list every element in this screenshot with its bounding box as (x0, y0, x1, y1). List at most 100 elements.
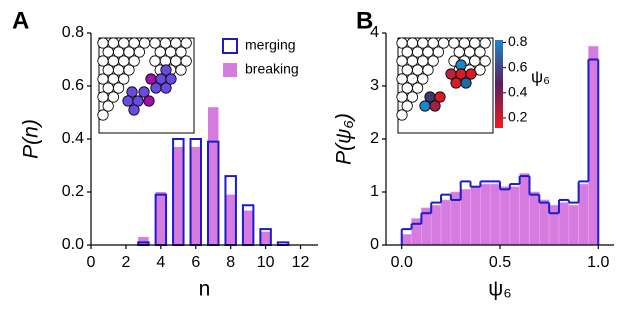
x-tick-label: 0.0 (391, 254, 413, 271)
highlight-particle (143, 95, 155, 107)
y-tick-label: 0.4 (62, 130, 84, 147)
highlight-particle (160, 64, 172, 76)
highlight-particle (450, 77, 462, 89)
particle (175, 46, 187, 58)
particle (113, 82, 125, 94)
y-tick-label: 0.2 (62, 183, 84, 200)
particle (107, 91, 120, 103)
hist-bar (499, 186, 511, 246)
hist-bar (440, 199, 452, 246)
hist-bar (539, 199, 550, 246)
highlight-particle (429, 100, 441, 112)
highlight-particle (419, 100, 431, 112)
legend-label: breaking (245, 61, 299, 77)
highlight-particle (160, 82, 172, 94)
bar (260, 231, 271, 245)
legend-swatch (222, 38, 238, 54)
highlight-particle (128, 104, 140, 116)
bar (225, 194, 236, 245)
highlight-particle (165, 73, 177, 85)
y-tick-label: 0 (370, 236, 379, 253)
hist-bar (578, 183, 589, 246)
hist-bar (568, 204, 579, 246)
highlight-particle (434, 91, 446, 103)
y-tick-label: 3 (370, 77, 379, 94)
hist-bar (411, 218, 422, 246)
particle (427, 55, 439, 67)
x-tick-label: 4 (156, 254, 165, 271)
x-tick-label: 0 (87, 254, 96, 271)
colorbar (495, 40, 503, 128)
y-tick-label: 2 (370, 130, 379, 147)
colorbar-label: ψ₆ (531, 67, 550, 86)
hist-bar (588, 45, 599, 246)
hist-bar (480, 183, 491, 246)
hist-bar (529, 191, 540, 246)
particle (406, 91, 418, 103)
particle (133, 46, 145, 58)
highlight-particle (138, 86, 150, 98)
particle (422, 64, 434, 76)
legend-label: merging (245, 37, 296, 53)
hist-bar (489, 183, 501, 246)
bar (207, 107, 219, 245)
particle (128, 55, 140, 67)
hist-bar (430, 204, 442, 246)
particle (97, 109, 109, 121)
particle (396, 109, 408, 121)
particle (180, 37, 192, 49)
particle (118, 73, 130, 85)
x-axis-label: ψ₆ (488, 278, 511, 301)
bar (138, 237, 149, 245)
y-axis-label: P(ψ₆) (333, 113, 356, 165)
highlight-particle (122, 95, 134, 107)
bar (190, 146, 202, 245)
hist-bar (470, 186, 481, 246)
particle (102, 100, 114, 112)
y-tick-label: 1 (370, 183, 379, 200)
y-tick-label: 0.0 (62, 236, 84, 253)
y-tick-label: 4 (370, 24, 379, 41)
hist-bar (401, 234, 412, 246)
particle (180, 55, 192, 67)
x-tick-label: 0.5 (489, 254, 511, 271)
panel-label: A (12, 7, 29, 34)
particle (123, 64, 135, 76)
x-tick-label: 6 (191, 254, 200, 271)
y-tick-label: 0.8 (62, 24, 84, 41)
hist-bar (460, 189, 471, 246)
panel-label: B (356, 7, 373, 34)
particle (474, 46, 486, 58)
legend-swatch (223, 63, 237, 77)
colorbar-tick-label: 0.8 (508, 33, 528, 49)
colorbar-tick-label: 0.4 (508, 84, 528, 100)
highlight-particle (150, 82, 162, 94)
particle (479, 55, 491, 67)
x-tick-label: 10 (257, 254, 275, 271)
particle (417, 73, 429, 85)
hist-bar (558, 202, 570, 246)
bar (155, 192, 167, 245)
y-axis-label: P(n) (20, 119, 43, 159)
x-tick-label: 12 (292, 254, 310, 271)
x-tick-label: 8 (226, 254, 235, 271)
particle (401, 100, 413, 112)
bar (242, 210, 254, 245)
colorbar-tick-label: 0.6 (508, 58, 528, 74)
particle (175, 64, 187, 76)
bar (173, 146, 184, 245)
highlight-particle (460, 77, 472, 89)
particle (432, 46, 444, 58)
x-axis-label: n (199, 278, 211, 301)
hist-bar (509, 186, 520, 246)
x-tick-label: 2 (121, 254, 130, 271)
y-tick-label: 0.6 (62, 77, 84, 94)
highlight-particle (465, 68, 477, 80)
particle (411, 82, 424, 94)
colorbar-tick-label: 0.2 (508, 109, 528, 125)
hist-bar (519, 173, 530, 246)
x-tick-label: 1.0 (587, 254, 609, 271)
particle (479, 37, 491, 49)
hist-bar (548, 204, 560, 246)
